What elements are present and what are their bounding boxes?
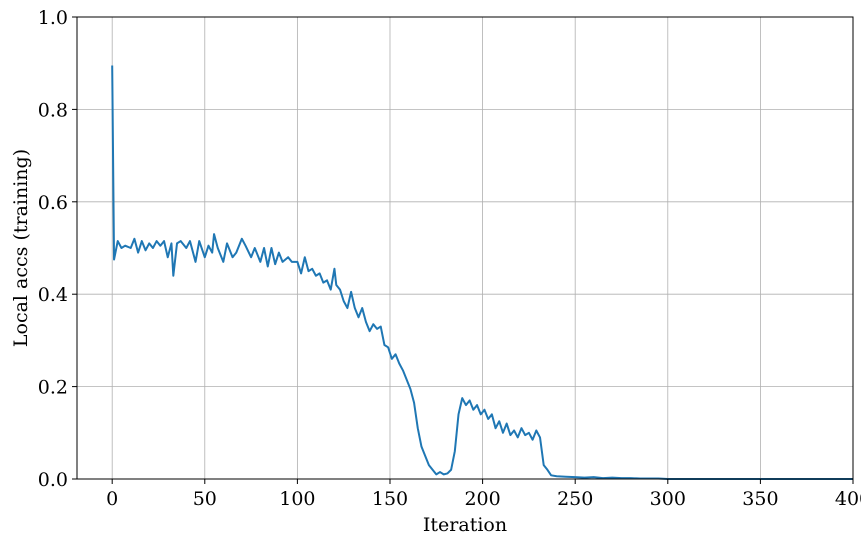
x-tick-label: 50 [193,488,217,510]
x-tick-label: 0 [106,488,118,510]
series-line [111,65,853,480]
x-tick-label: 100 [279,488,315,510]
y-tick-label: 0.6 [38,192,68,214]
y-tick-label: 0.4 [38,284,68,306]
y-axis-label: Local accs (training) [10,149,32,347]
y-tick-label: 0.8 [38,99,68,121]
x-tick-label: 250 [557,488,593,510]
x-tick-label: 200 [464,488,500,510]
axes-frame [76,16,854,480]
y-tick-label: 1.0 [38,7,68,29]
grid [77,16,854,480]
axis-ticks: 0 50 100 150 200 250 300 350 400 0.0 0.2 0.4 0.6 0.8 1… [38,7,861,510]
x-tick-label: 150 [372,488,408,510]
y-tick-label: 0.2 [38,377,68,399]
y-tick-label: 0.0 [38,469,68,491]
x-axis-label: Iteration [423,514,507,536]
x-tick-label: 300 [650,488,686,510]
x-tick-label: 400 [835,488,861,510]
plot-area [111,65,853,480]
x-tick-label: 350 [742,488,778,510]
